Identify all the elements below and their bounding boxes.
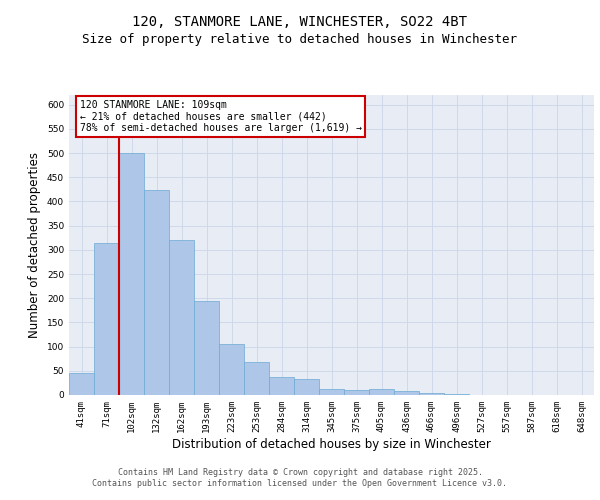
Bar bbox=[94, 242, 119, 395]
X-axis label: Distribution of detached houses by size in Winchester: Distribution of detached houses by size … bbox=[172, 438, 491, 450]
Text: 120 STANMORE LANE: 109sqm
← 21% of detached houses are smaller (442)
78% of semi: 120 STANMORE LANE: 109sqm ← 21% of detac… bbox=[79, 100, 361, 132]
Bar bbox=[269, 376, 294, 395]
Bar bbox=[194, 300, 219, 395]
Bar bbox=[394, 391, 419, 395]
Bar bbox=[219, 344, 244, 395]
Y-axis label: Number of detached properties: Number of detached properties bbox=[28, 152, 41, 338]
Bar bbox=[144, 190, 169, 395]
Bar bbox=[319, 388, 344, 395]
Bar bbox=[444, 394, 469, 395]
Bar bbox=[244, 362, 269, 395]
Bar bbox=[294, 379, 319, 395]
Bar bbox=[69, 372, 94, 395]
Bar bbox=[344, 390, 369, 395]
Text: Contains HM Land Registry data © Crown copyright and database right 2025.
Contai: Contains HM Land Registry data © Crown c… bbox=[92, 468, 508, 487]
Bar bbox=[119, 153, 144, 395]
Text: Size of property relative to detached houses in Winchester: Size of property relative to detached ho… bbox=[83, 34, 517, 46]
Bar bbox=[369, 389, 394, 395]
Bar bbox=[169, 240, 194, 395]
Bar bbox=[419, 392, 444, 395]
Text: 120, STANMORE LANE, WINCHESTER, SO22 4BT: 120, STANMORE LANE, WINCHESTER, SO22 4BT bbox=[133, 16, 467, 30]
